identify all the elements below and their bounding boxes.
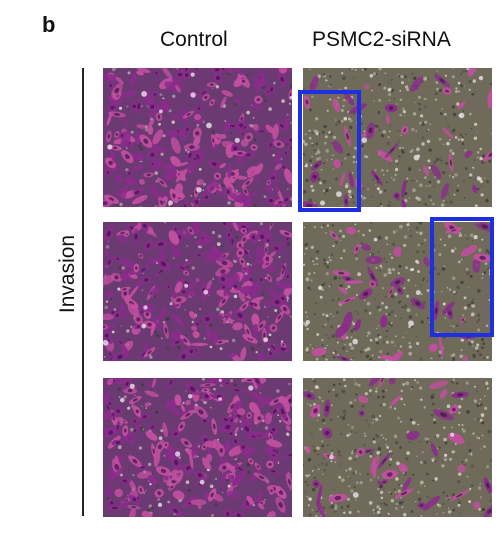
micrograph-control-2 [103,222,292,361]
column-title-psmc2-sirna: PSMC2-siRNA [312,28,451,51]
row-divider-line [82,68,84,516]
highlight-box-1 [298,90,361,212]
micrograph-psmc2-sirna-2 [303,222,492,361]
micrograph-control-3 [103,378,292,517]
highlight-box-2 [430,217,494,337]
micrograph-psmc2-sirna-3 [303,378,492,517]
micrograph-control-1 [103,68,292,207]
panel-letter: b [42,12,56,37]
column-title-control: Control [160,28,228,51]
